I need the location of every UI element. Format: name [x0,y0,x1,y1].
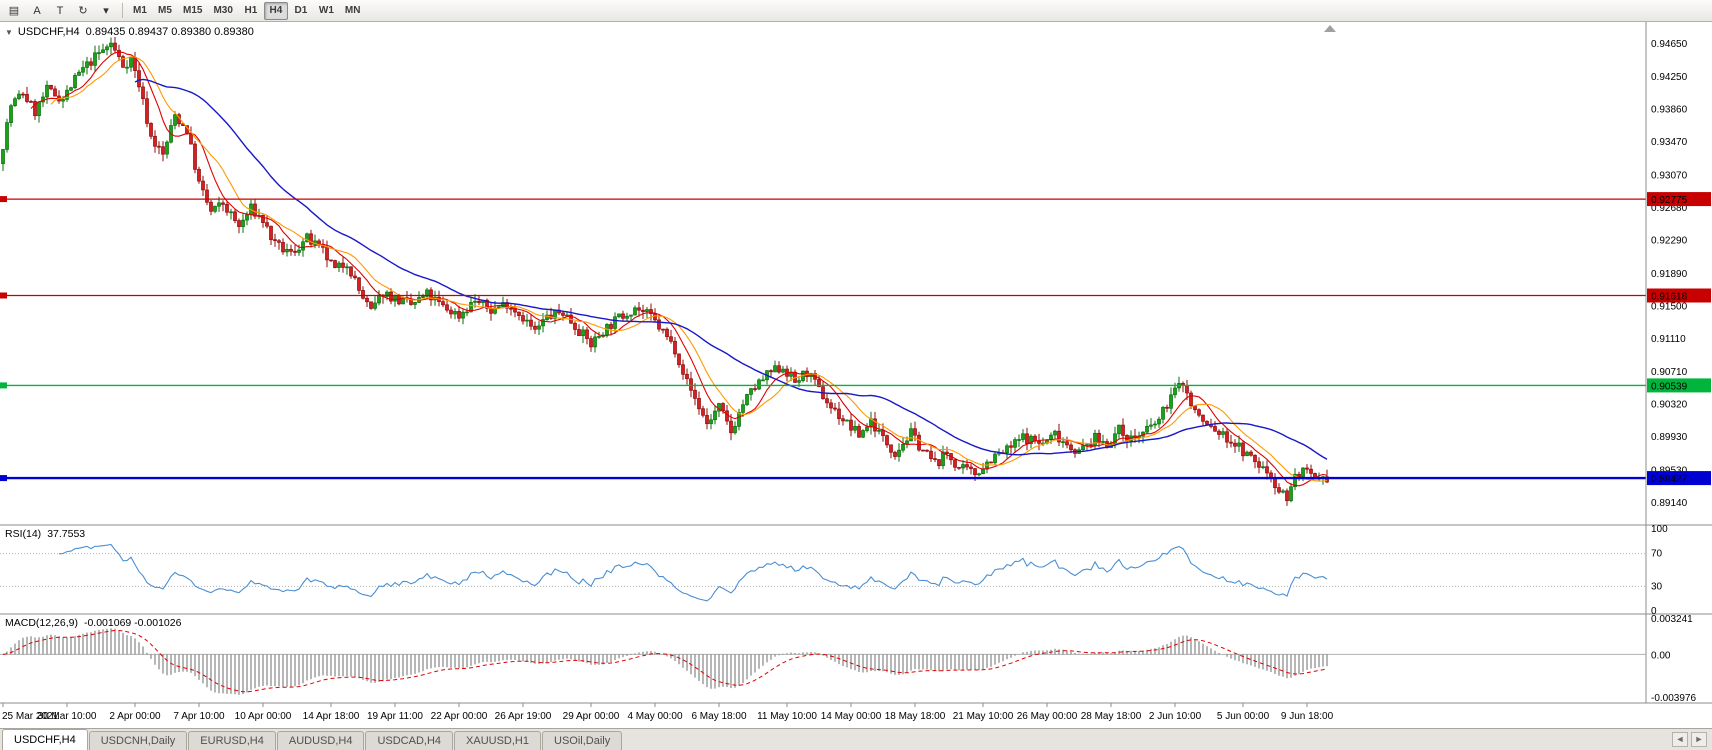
macd-histogram [6,628,1328,695]
timeframe-button-m15[interactable]: M15 [183,5,203,16]
timeframe-button-mn[interactable]: MN [344,5,361,16]
hline-price-chip [1647,471,1711,486]
chart-tab-usoil-daily[interactable]: USOil,Daily [542,731,623,750]
svg-text:19 Apr 11:00: 19 Apr 11:00 [367,711,423,722]
svg-text:14 May 00:00: 14 May 00:00 [821,711,882,722]
timeframe-button-h1[interactable]: H1 [244,5,258,16]
timeframe-button-m1[interactable]: M1 [133,5,147,16]
svg-text:0.89140: 0.89140 [1651,498,1688,509]
hline-price-chip [1647,192,1711,207]
svg-text:6 May 18:00: 6 May 18:00 [691,711,746,722]
tab-scroll-right-icon[interactable]: ► [1691,731,1707,747]
annotation-text-icon[interactable]: A [33,4,41,17]
ma-mid-line [50,56,1328,482]
hline-price-chip-label: 0.91618 [1651,292,1688,303]
svg-text:2 Jun 10:00: 2 Jun 10:00 [1149,711,1202,722]
toolbar-separator [122,3,123,18]
svg-text:0.89930: 0.89930 [1651,432,1688,443]
chart-tab-bar: USDCHF,H4 USDCNH,Daily EURUSD,H4 AUDUSD,H4 U… [0,728,1712,750]
svg-text:25 Mar 2021: 25 Mar 2021 [2,711,59,722]
svg-text:0.90320: 0.90320 [1651,400,1688,411]
svg-text:26 Apr 19:00: 26 Apr 19:00 [495,711,552,722]
chart-tab-usdcad-h4[interactable]: USDCAD,H4 [365,731,454,750]
timeframe-button-w1[interactable]: W1 [318,5,334,16]
chart-tab-usdchf-h4[interactable]: USDCHF,H4 [2,729,88,750]
hline-handle[interactable] [0,475,7,482]
svg-text:70: 70 [1651,549,1663,560]
chart-tab-audusd-h4[interactable]: AUDUSD,H4 [276,731,365,750]
top-toolbar: ▤ A T ↻ ▾ M1 M5 M15 M30 H1 H4 D1 W1 MN [0,0,1712,22]
price-chart[interactable]: 0.94650 0.94250 0.93860 0.93470 0.93070 0.926… [0,22,1712,728]
svg-text:30 Mar 10:00: 30 Mar 10:00 [38,711,97,722]
svg-text:0.89530: 0.89530 [1651,466,1688,477]
svg-text:2 Apr 00:00: 2 Apr 00:00 [109,711,161,722]
svg-text:100: 100 [1651,524,1668,535]
hline-price-chip-label: 0.92775 [1651,195,1688,206]
svg-text:21 May 10:00: 21 May 10:00 [953,711,1014,722]
svg-text:5 Jun 00:00: 5 Jun 00:00 [1217,711,1270,722]
tab-scroll-left-icon[interactable]: ◄ [1672,731,1688,747]
chart-tab-eurusd-h4[interactable]: EURUSD,H4 [188,731,276,750]
svg-text:0.90710: 0.90710 [1651,367,1688,378]
svg-text:18 May 18:00: 18 May 18:00 [885,711,946,722]
candles-layer [1,37,1329,506]
svg-text:0.003241: 0.003241 [1651,614,1693,625]
chart-tabs: USDCHF,H4 USDCNH,Daily EURUSD,H4 AUDUSD,H4 U… [0,728,623,750]
svg-text:26 May 00:00: 26 May 00:00 [1017,711,1078,722]
text-box-icon[interactable]: T [56,4,64,17]
macd-axis[interactable]: 0.003241 0.00 -0.003976 [1651,614,1696,704]
dropdown-arrow-icon[interactable]: ▾ [103,5,109,17]
svg-text:29 Apr 00:00: 29 Apr 00:00 [563,711,620,722]
timeframe-button-m30[interactable]: M30 [213,5,233,16]
svg-text:4 May 00:00: 4 May 00:00 [627,711,682,722]
hline-price-chip [1647,378,1711,393]
svg-text:0.93070: 0.93070 [1651,171,1688,182]
macd-signal-line [2,630,1328,693]
hline-price-chip-label: 0.89427 [1651,474,1688,485]
timeframe-button-m5[interactable]: M5 [158,5,172,16]
chart-shift-marker-icon[interactable] [1324,25,1336,32]
svg-text:0.91110: 0.91110 [1651,334,1686,345]
chart-window-icon[interactable]: ▤ [8,5,20,17]
svg-text:10 Apr 00:00: 10 Apr 00:00 [235,711,292,722]
svg-text:7 Apr 10:00: 7 Apr 10:00 [173,711,225,722]
chart-window[interactable]: 0.94650 0.94250 0.93860 0.93470 0.93070 0.926… [0,22,1712,728]
chart-tab-usdcnh-daily[interactable]: USDCNH,Daily [88,731,188,750]
hline-handle[interactable] [0,292,7,299]
svg-text:28 May 18:00: 28 May 18:00 [1081,711,1142,722]
svg-text:0.00: 0.00 [1651,650,1671,661]
chart-tab-xauusd-h1[interactable]: XAUUSD,H1 [454,731,541,750]
ma-fast-line [30,51,1328,487]
svg-text:0.94650: 0.94650 [1651,39,1688,50]
hline-price-chip [1647,288,1711,303]
svg-text:14 Apr 18:00: 14 Apr 18:00 [303,711,360,722]
ma-slow-line [134,78,1328,460]
svg-text:9 Jun 18:00: 9 Jun 18:00 [1281,711,1334,722]
svg-text:0.92680: 0.92680 [1651,203,1688,214]
svg-text:0.91500: 0.91500 [1651,301,1688,312]
timeframe-button-h4[interactable]: H4 [263,1,288,20]
rsi-line [58,543,1328,602]
svg-text:11 May 10:00: 11 May 10:00 [757,711,817,722]
tab-scroll-controls: ◄ ► [1667,728,1712,750]
svg-text:0: 0 [1651,606,1657,617]
hline-price-chip-label: 0.90539 [1651,381,1688,392]
hline-handle[interactable] [0,382,7,389]
timeframe-button-d1[interactable]: D1 [294,5,308,16]
svg-text:0.93860: 0.93860 [1651,105,1688,116]
svg-text:0.93470: 0.93470 [1651,137,1688,148]
hline-handle[interactable] [0,196,7,203]
svg-text:22 Apr 00:00: 22 Apr 00:00 [431,711,488,722]
svg-text:0.92290: 0.92290 [1651,236,1688,247]
svg-text:30: 30 [1651,581,1663,592]
svg-text:0.91890: 0.91890 [1651,269,1688,280]
price-axis[interactable]: 0.94650 0.94250 0.93860 0.93470 0.93070 0.926… [1651,39,1688,509]
rsi-axis[interactable]: 100 70 30 0 [1651,524,1668,617]
cycle-lines-icon[interactable]: ↻ [78,5,88,17]
svg-text:0.94250: 0.94250 [1651,72,1688,83]
svg-text:-0.003976: -0.003976 [1651,693,1696,704]
